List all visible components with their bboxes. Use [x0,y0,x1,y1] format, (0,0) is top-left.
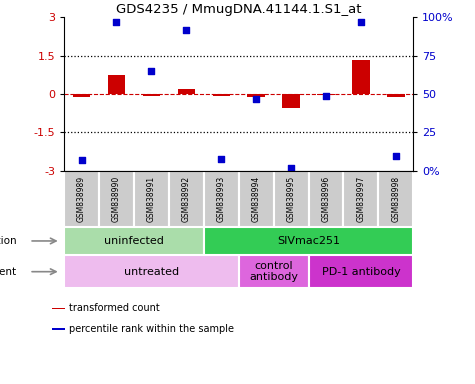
Bar [387,94,405,97]
Text: uninfected: uninfected [104,236,164,246]
Bar [178,89,195,94]
Bar [169,171,204,227]
Bar [99,171,134,227]
Bar [352,60,370,94]
Bar [142,94,160,96]
Bar [274,171,309,227]
Text: control
antibody: control antibody [249,261,298,283]
Bar [238,255,309,288]
Point [78,157,86,163]
Bar [309,255,413,288]
Point [357,19,365,25]
Bar [282,94,300,108]
Text: SIVmac251: SIVmac251 [277,236,340,246]
Bar [247,94,265,97]
Text: agent: agent [0,266,17,277]
Point [113,19,120,25]
Bar [52,308,65,309]
Text: GSM838992: GSM838992 [182,175,191,222]
Bar [309,171,343,227]
Bar [64,255,238,288]
Point [182,26,190,33]
Text: GSM838993: GSM838993 [217,175,226,222]
Point [148,68,155,74]
Bar [64,171,99,227]
Bar [73,94,90,97]
Text: PD-1 antibody: PD-1 antibody [322,266,400,277]
Bar [108,75,125,94]
Text: percentile rank within the sample: percentile rank within the sample [69,324,234,334]
Text: untreated: untreated [124,266,179,277]
Point [218,156,225,162]
Bar [238,171,274,227]
Point [287,165,295,171]
Bar [317,94,335,95]
Bar [204,227,413,255]
Bar [52,328,65,330]
Text: GSM838995: GSM838995 [286,175,295,222]
Text: GSM838996: GSM838996 [322,175,331,222]
Text: GSM838997: GSM838997 [356,175,365,222]
Text: GSM838998: GSM838998 [391,175,400,222]
Bar [379,171,413,227]
Bar [134,171,169,227]
Text: transformed count: transformed count [69,303,160,313]
Text: GSM838989: GSM838989 [77,175,86,222]
Bar [204,171,238,227]
Point [322,93,330,99]
Point [392,152,399,159]
Bar [212,94,230,96]
Text: GSM838994: GSM838994 [252,175,261,222]
Bar [343,171,379,227]
Text: GSM838991: GSM838991 [147,175,156,222]
Point [252,96,260,102]
Bar [64,227,204,255]
Title: GDS4235 / MmugDNA.41144.1.S1_at: GDS4235 / MmugDNA.41144.1.S1_at [116,3,361,16]
Text: GSM838990: GSM838990 [112,175,121,222]
Text: infection: infection [0,236,17,246]
